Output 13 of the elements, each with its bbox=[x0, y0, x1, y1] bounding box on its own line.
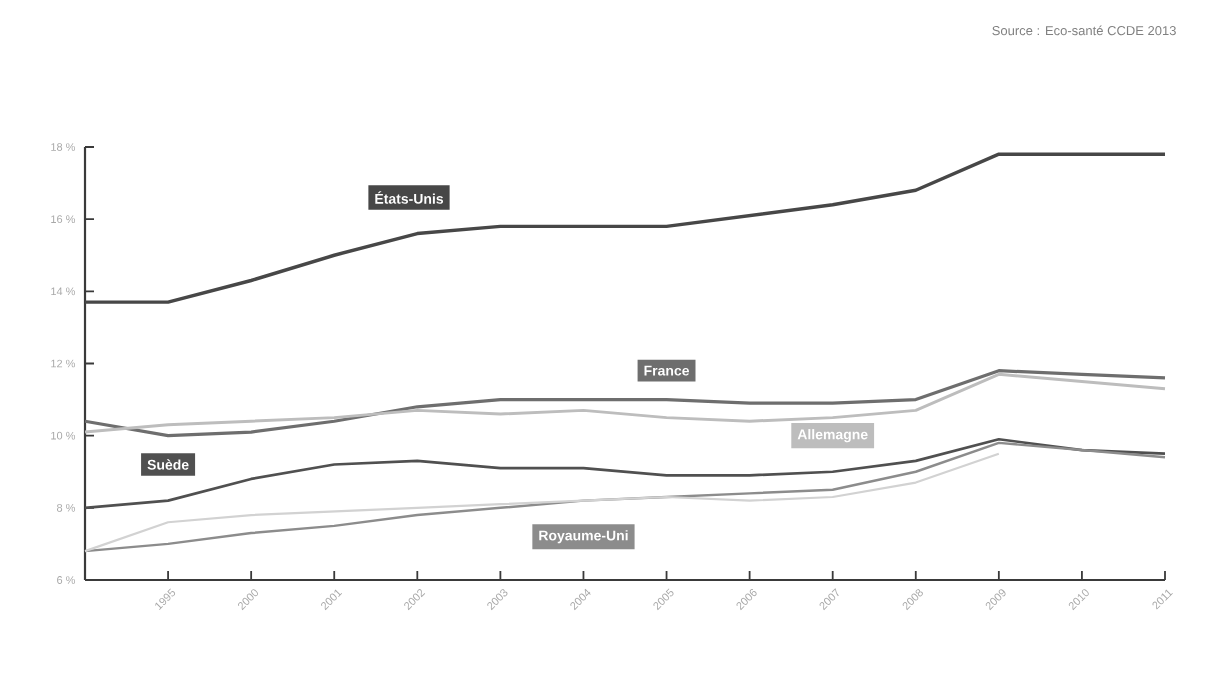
series-label: Allemagne bbox=[797, 429, 868, 443]
source-note: Source : Eco-santé CCDE 2013 bbox=[992, 25, 1176, 36]
y-tick-label: 10 % bbox=[51, 431, 76, 440]
series-label: États-Unis bbox=[375, 191, 444, 204]
y-tick-label: 6 % bbox=[57, 576, 76, 584]
y-tick-label: 12 % bbox=[51, 359, 76, 368]
y-tick-label: 16 % bbox=[51, 215, 76, 224]
series-label: Suède bbox=[147, 459, 189, 470]
series-label: France bbox=[644, 365, 690, 376]
y-tick-label: 8 % bbox=[56, 503, 76, 512]
y-tick-label: 18 % bbox=[51, 143, 76, 151]
y-tick-label: 14 % bbox=[51, 287, 76, 296]
series-label: Royaume-Uni bbox=[539, 530, 628, 544]
